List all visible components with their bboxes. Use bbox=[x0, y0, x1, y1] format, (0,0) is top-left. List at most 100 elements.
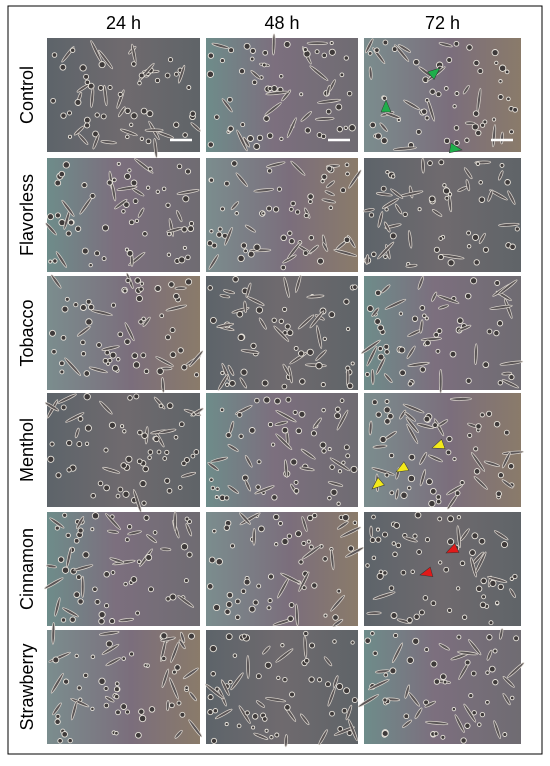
cell bbox=[482, 361, 490, 369]
cell bbox=[332, 639, 337, 644]
cell bbox=[487, 189, 494, 202]
cell bbox=[286, 533, 293, 539]
cell bbox=[90, 40, 102, 63]
cell bbox=[253, 732, 269, 740]
cell bbox=[83, 393, 91, 401]
cell bbox=[230, 201, 240, 211]
cell bbox=[127, 168, 132, 173]
cell bbox=[84, 122, 91, 129]
micrograph bbox=[45, 158, 200, 272]
cell bbox=[428, 499, 436, 508]
cell bbox=[165, 596, 171, 602]
cell bbox=[184, 685, 189, 690]
cell bbox=[253, 243, 261, 251]
cell bbox=[61, 566, 70, 574]
cell bbox=[429, 88, 436, 95]
cell bbox=[439, 673, 447, 681]
cell bbox=[416, 423, 434, 429]
cell bbox=[414, 511, 422, 519]
arrowhead bbox=[431, 438, 446, 449]
cell bbox=[61, 305, 69, 313]
cell bbox=[66, 439, 73, 447]
cell bbox=[382, 95, 388, 101]
cell bbox=[262, 716, 268, 722]
figure-border bbox=[7, 5, 543, 755]
cell bbox=[438, 159, 445, 166]
cell bbox=[423, 415, 431, 423]
cell bbox=[465, 377, 472, 384]
cell bbox=[479, 412, 485, 418]
column-header: 48 h bbox=[264, 13, 299, 33]
cell bbox=[267, 598, 273, 604]
cell bbox=[501, 451, 511, 469]
cell bbox=[380, 137, 388, 145]
cell bbox=[321, 448, 327, 454]
cell bbox=[299, 378, 306, 385]
cell bbox=[378, 569, 384, 575]
cell bbox=[497, 472, 504, 479]
cell bbox=[223, 524, 230, 531]
cell bbox=[117, 91, 123, 97]
cell bbox=[497, 279, 518, 296]
cell bbox=[98, 611, 106, 619]
cell bbox=[153, 138, 158, 158]
cell bbox=[240, 588, 247, 594]
cell bbox=[343, 55, 349, 61]
cell bbox=[514, 226, 520, 232]
cell bbox=[108, 421, 116, 429]
cell bbox=[125, 277, 131, 284]
cell bbox=[83, 73, 90, 80]
cell bbox=[107, 529, 119, 534]
arrowhead bbox=[395, 461, 410, 473]
micrograph bbox=[47, 621, 203, 744]
cell bbox=[121, 656, 126, 661]
cell bbox=[234, 614, 241, 621]
cell bbox=[88, 262, 93, 268]
cell bbox=[165, 304, 188, 312]
cell bbox=[314, 117, 335, 121]
cell bbox=[52, 656, 60, 664]
cell bbox=[179, 711, 186, 718]
cell bbox=[209, 316, 217, 324]
cell bbox=[495, 490, 502, 497]
cell bbox=[139, 281, 145, 286]
cell bbox=[169, 351, 177, 359]
cell bbox=[299, 466, 315, 472]
cell bbox=[289, 691, 295, 698]
cell bbox=[371, 307, 380, 317]
cell bbox=[94, 598, 101, 605]
cell bbox=[468, 639, 482, 656]
cell bbox=[389, 232, 397, 240]
cell bbox=[466, 44, 473, 51]
cell bbox=[224, 495, 230, 501]
cell bbox=[85, 318, 93, 326]
cell bbox=[366, 305, 374, 313]
cell bbox=[377, 211, 384, 228]
arrowhead bbox=[449, 142, 463, 154]
cell bbox=[138, 72, 145, 79]
cell bbox=[273, 513, 280, 521]
cell bbox=[89, 192, 96, 199]
cell bbox=[190, 453, 196, 459]
cell bbox=[252, 599, 259, 606]
cell bbox=[50, 274, 62, 289]
cell bbox=[80, 575, 85, 598]
cell bbox=[339, 398, 345, 403]
cell bbox=[327, 495, 332, 501]
cell bbox=[119, 128, 138, 137]
cell bbox=[229, 380, 236, 387]
cell bbox=[236, 412, 243, 418]
cell bbox=[383, 254, 388, 259]
cell bbox=[461, 614, 468, 620]
cell bbox=[173, 511, 177, 532]
cell bbox=[435, 494, 442, 500]
cell bbox=[100, 140, 117, 145]
cell bbox=[266, 205, 273, 212]
cell bbox=[424, 316, 429, 321]
cell bbox=[284, 704, 291, 711]
cell bbox=[156, 449, 162, 455]
cell bbox=[330, 549, 335, 571]
micrograph-background bbox=[206, 38, 358, 152]
labels: 24 h 48 h 72 h Control Flavorless Tobacco Ment… bbox=[17, 13, 460, 731]
